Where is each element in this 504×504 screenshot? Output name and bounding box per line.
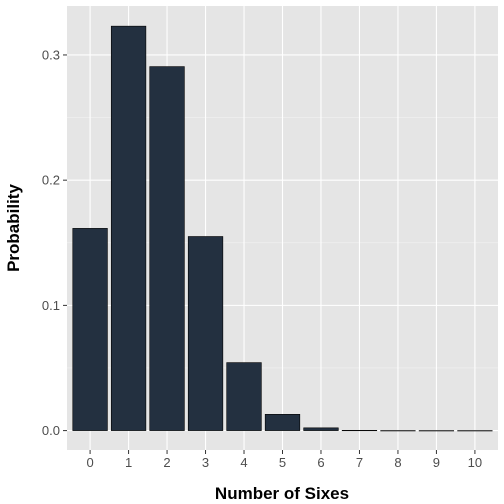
x-tick-label: 5 — [279, 455, 286, 470]
bars — [72, 25, 493, 432]
y-tick-label: 0.0 — [42, 423, 60, 438]
x-tick-label: 0 — [86, 455, 93, 470]
x-tick-label: 3 — [202, 455, 209, 470]
x-tick-label: 10 — [468, 455, 482, 470]
x-tick-label: 1 — [125, 455, 132, 470]
bar-5 — [264, 414, 301, 431]
x-axis: 0 1 2 3 4 5 6 7 8 9 10 — [86, 450, 482, 470]
bar-3 — [187, 236, 224, 431]
bar-1 — [110, 25, 147, 431]
bar-2 — [149, 66, 185, 431]
x-tick-label: 8 — [394, 455, 401, 470]
x-tick-label: 7 — [356, 455, 363, 470]
y-tick-label: 0.3 — [42, 47, 60, 62]
y-axis-title: Probability — [4, 184, 23, 272]
x-axis-title: Number of Sixes — [215, 484, 349, 503]
x-tick-label: 2 — [163, 455, 170, 470]
y-axis: 0.0 0.1 0.2 0.3 — [42, 47, 67, 438]
bar-4 — [226, 362, 262, 431]
x-tick-label: 9 — [433, 455, 440, 470]
bar-0 — [72, 228, 108, 431]
x-tick-label: 4 — [240, 455, 247, 470]
bar-6 — [303, 427, 339, 431]
y-tick-label: 0.1 — [42, 298, 60, 313]
y-tick-label: 0.2 — [42, 173, 60, 188]
x-tick-label: 6 — [317, 455, 324, 470]
